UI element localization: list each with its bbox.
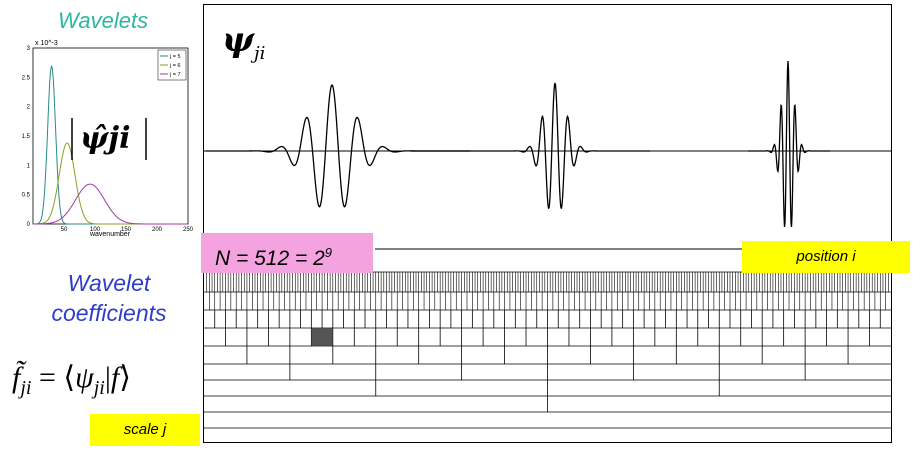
- inset-x-axis-label: wavenumber: [89, 231, 131, 236]
- inset-x-tick-label: 250: [183, 227, 194, 233]
- formula-f-tilde: f̃: [12, 361, 21, 394]
- wavelet-waveform: [206, 84, 470, 208]
- inset-x-tick-label: 200: [152, 227, 163, 233]
- inset-y-tick-label: 0.5: [22, 193, 31, 199]
- inset-legend-label: j = 7: [169, 72, 181, 78]
- inset-y-tick-label: 2.5: [22, 75, 31, 81]
- psi-symbol: ψ: [222, 20, 255, 60]
- coefficient-formula: f̃ji = ⟨ψji|f⟩: [12, 361, 131, 399]
- scale-label: scale j: [90, 414, 200, 446]
- wavelet-waveform: [748, 60, 830, 227]
- wavelets-title: Wavelets: [58, 8, 149, 33]
- inset-y-ticks: 0 0.5 1 1.5 2 2.5 3: [22, 46, 31, 228]
- n-label-exponent: 9: [324, 245, 332, 260]
- coefficient-grid: [204, 271, 891, 429]
- inset-legend: j = 5 j = 6 j = 7: [157, 49, 187, 81]
- inset-y-tick-label: 0: [27, 222, 31, 228]
- inset-legend-label: j = 5: [169, 54, 181, 60]
- psi-ji-label: ψji: [222, 20, 265, 64]
- inset-x-tick-label: 150: [121, 227, 132, 233]
- formula-f: f: [110, 361, 120, 394]
- inset-y-multiplier: x 10^-3: [35, 40, 58, 47]
- coefficients-title-line1: Wavelet: [67, 270, 151, 296]
- highlighted-coefficient: [311, 328, 333, 346]
- inset-x-tick-label: 50: [61, 227, 68, 233]
- inset-x-ticks: 50 100 150 200 250: [61, 227, 194, 233]
- inset-legend-label: j = 6: [169, 63, 181, 69]
- n-label-base: N = 512 = 2: [215, 247, 325, 270]
- inset-curves: [33, 65, 188, 225]
- inset-psi-hat-label: ψ̂ji: [80, 121, 131, 156]
- position-label: position i: [742, 241, 910, 273]
- inset-y-tick-label: 2: [27, 105, 31, 111]
- inset-y-tick-label: 1: [27, 163, 31, 169]
- diagram-frame: [203, 4, 892, 443]
- wavelet-plots: [206, 60, 830, 227]
- psi-subscript: ji: [254, 42, 266, 64]
- inset-x-tick-label: 100: [90, 227, 101, 233]
- formula-psi-sub: ji: [93, 377, 105, 399]
- wavelet-spectrum-chart: 0 0.5 1 1.5 2 2.5 3 50 100 150 200 250 x 10^-3 wav…: [22, 40, 194, 236]
- inset-series-line: [33, 183, 188, 225]
- inset-y-tick-label: 1.5: [22, 134, 31, 140]
- n-size-label: N = 512 = 29: [201, 233, 373, 273]
- wavelet-waveform: [410, 82, 650, 210]
- coefficients-title-line2: coefficients: [51, 300, 167, 326]
- formula-psi: ψ: [75, 361, 94, 394]
- inset-y-tick-label: 3: [27, 46, 31, 52]
- coefficients-title: Wavelet coefficients: [24, 268, 194, 328]
- formula-f-sub: ji: [20, 377, 32, 399]
